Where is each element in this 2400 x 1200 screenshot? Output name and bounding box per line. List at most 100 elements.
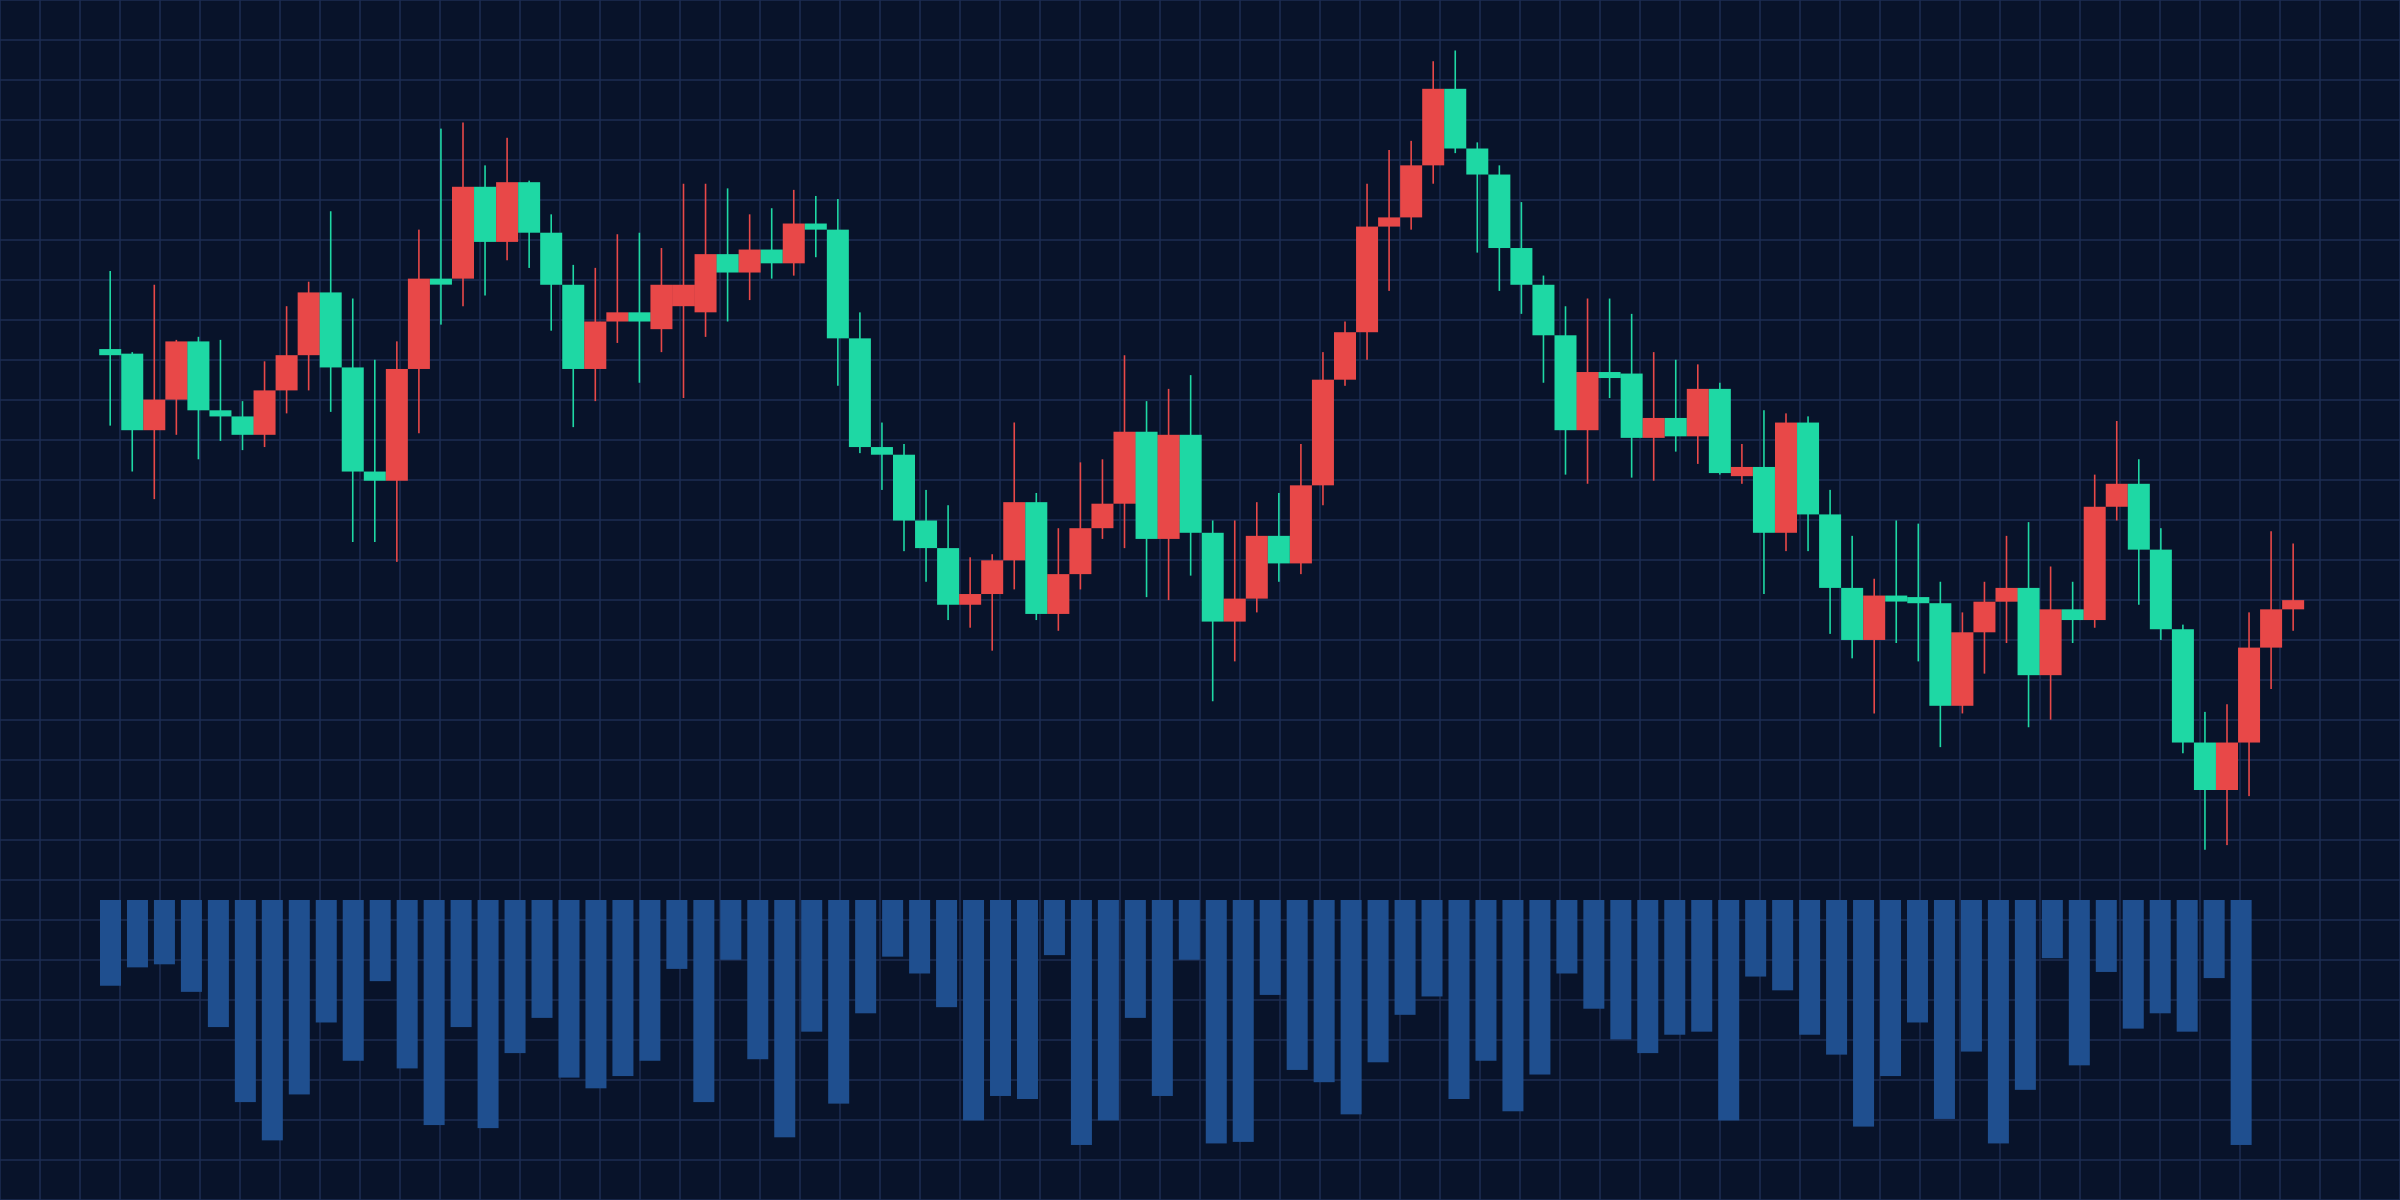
candle	[187, 336, 210, 460]
candle-body	[915, 520, 938, 549]
candle-body	[2061, 609, 2084, 621]
candle	[672, 183, 695, 399]
candle	[1863, 578, 1886, 714]
volume-bar	[1637, 900, 1659, 1054]
volume-bar	[450, 900, 472, 1028]
volume-bar	[1394, 900, 1416, 1015]
volume-bar	[207, 900, 229, 1028]
candle	[1378, 150, 1401, 291]
volume-bar	[558, 900, 580, 1078]
candle-body	[143, 399, 166, 431]
volume-bar	[666, 900, 688, 969]
candle	[1819, 489, 1842, 634]
candle-body	[1179, 434, 1202, 533]
candle	[385, 341, 408, 562]
candle-body	[1488, 174, 1511, 249]
candle-body	[562, 284, 585, 369]
candle	[1841, 535, 1864, 659]
candle	[2193, 711, 2216, 850]
volume-bar	[1367, 900, 1389, 1063]
candle	[1951, 612, 1974, 714]
volume-bar	[504, 900, 526, 1054]
candle-body	[1311, 379, 1334, 486]
candle-body	[782, 223, 805, 264]
candle-body	[2282, 600, 2305, 610]
candle	[2171, 624, 2194, 754]
candle	[2083, 474, 2106, 628]
candle	[1003, 422, 1026, 590]
candle-body	[1334, 332, 1356, 380]
candle	[826, 199, 849, 386]
volume-bar	[2041, 900, 2063, 959]
volume-bar	[639, 900, 661, 1061]
candle	[562, 264, 585, 428]
candle-body	[1223, 598, 1246, 622]
candle-body	[385, 368, 408, 481]
candle	[518, 180, 541, 268]
candle	[253, 361, 276, 448]
volume-bar	[1421, 900, 1443, 997]
volume-bar	[1799, 900, 1821, 1035]
candle	[1157, 388, 1180, 601]
candle-body	[760, 249, 783, 264]
volume-bar	[882, 900, 904, 957]
candle-body	[1069, 528, 1092, 575]
candle	[650, 248, 673, 353]
volume-bar	[1448, 900, 1470, 1100]
candle	[496, 137, 519, 261]
candle-body	[1708, 388, 1731, 474]
candle-body	[1554, 335, 1577, 431]
volume-bar	[612, 900, 634, 1077]
candle-body	[606, 312, 629, 322]
candle-body	[2127, 483, 2150, 550]
volume-bar	[2095, 900, 2117, 972]
candle-body	[1201, 532, 1224, 622]
candle-body	[2039, 609, 2062, 676]
candle	[1973, 581, 1996, 674]
candle	[121, 352, 144, 472]
volume-bar	[990, 900, 1012, 1096]
candle-body	[2083, 506, 2106, 621]
volume-bar	[936, 900, 958, 1008]
volume-bar	[1070, 900, 1092, 1145]
candle-body	[1620, 373, 1643, 438]
candle	[319, 211, 342, 412]
candle-body	[826, 229, 849, 339]
volume-bar	[747, 900, 769, 1060]
candle-body	[1422, 88, 1445, 166]
candle	[1532, 275, 1555, 383]
candle	[1554, 306, 1577, 475]
volume-bar	[423, 900, 445, 1126]
candle	[804, 195, 827, 258]
candle-body	[1907, 597, 1930, 604]
candle	[1422, 61, 1445, 184]
candle	[2238, 612, 2261, 797]
candle-body	[1245, 535, 1268, 599]
volume-bar	[1664, 900, 1686, 1035]
candle-body	[1289, 485, 1312, 564]
volume-bar	[585, 900, 607, 1089]
volume-bar	[855, 900, 877, 1014]
candle-body	[1378, 217, 1401, 227]
candle	[2149, 528, 2172, 640]
candle-body	[2193, 742, 2216, 790]
volume-bar	[1475, 900, 1497, 1061]
volume-bar	[1259, 900, 1281, 995]
candle	[959, 557, 982, 628]
candle-body	[1730, 466, 1753, 477]
candle-body	[2149, 549, 2172, 630]
candle-body	[584, 321, 607, 369]
candle	[716, 188, 739, 322]
candles	[99, 50, 2305, 850]
volume-bar	[1880, 900, 1902, 1077]
candle	[2282, 543, 2305, 631]
candle	[1334, 321, 1356, 386]
volume-bar	[693, 900, 715, 1103]
candle-body	[1951, 632, 1974, 706]
candle	[209, 339, 232, 441]
candle	[1025, 492, 1048, 621]
candle	[231, 401, 254, 451]
candle-body	[2216, 742, 2238, 790]
candle	[1201, 520, 1224, 702]
